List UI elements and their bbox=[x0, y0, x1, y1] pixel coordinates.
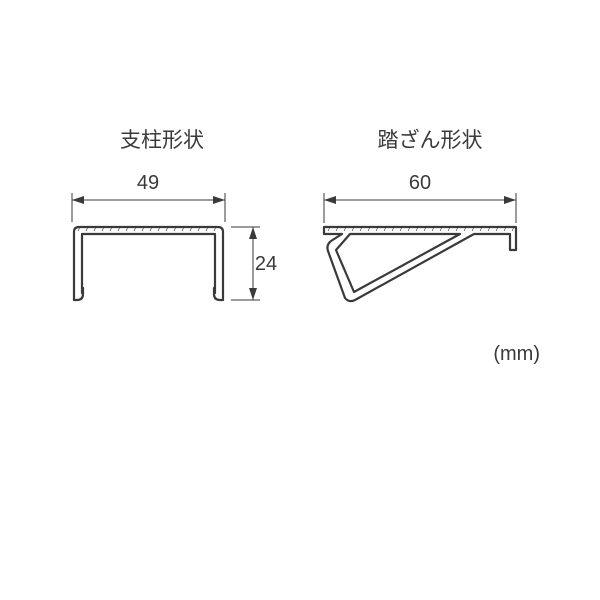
unit-label: (mm) bbox=[493, 343, 540, 365]
right-profile-group: 踏ざん形状 60 bbox=[324, 128, 516, 301]
right-width-dimension: 60 bbox=[324, 172, 516, 223]
left-height-dim-value: 24 bbox=[255, 253, 277, 275]
left-width-dimension: 49 bbox=[72, 172, 225, 222]
left-profile-group: 支柱形状 49 24 bbox=[72, 129, 277, 300]
right-profile-title: 踏ざん形状 bbox=[378, 128, 483, 152]
left-profile-outline-inner bbox=[82, 234, 215, 293]
left-profile-outline-outer bbox=[74, 227, 223, 300]
right-profile-outline-inner bbox=[336, 234, 460, 292]
left-width-dim-value: 49 bbox=[137, 172, 159, 194]
left-profile-title: 支柱形状 bbox=[120, 129, 204, 152]
left-height-dimension: 24 bbox=[231, 227, 277, 300]
right-width-dim-value: 60 bbox=[409, 172, 431, 194]
technical-drawing: 支柱形状 49 24 bbox=[0, 0, 600, 600]
